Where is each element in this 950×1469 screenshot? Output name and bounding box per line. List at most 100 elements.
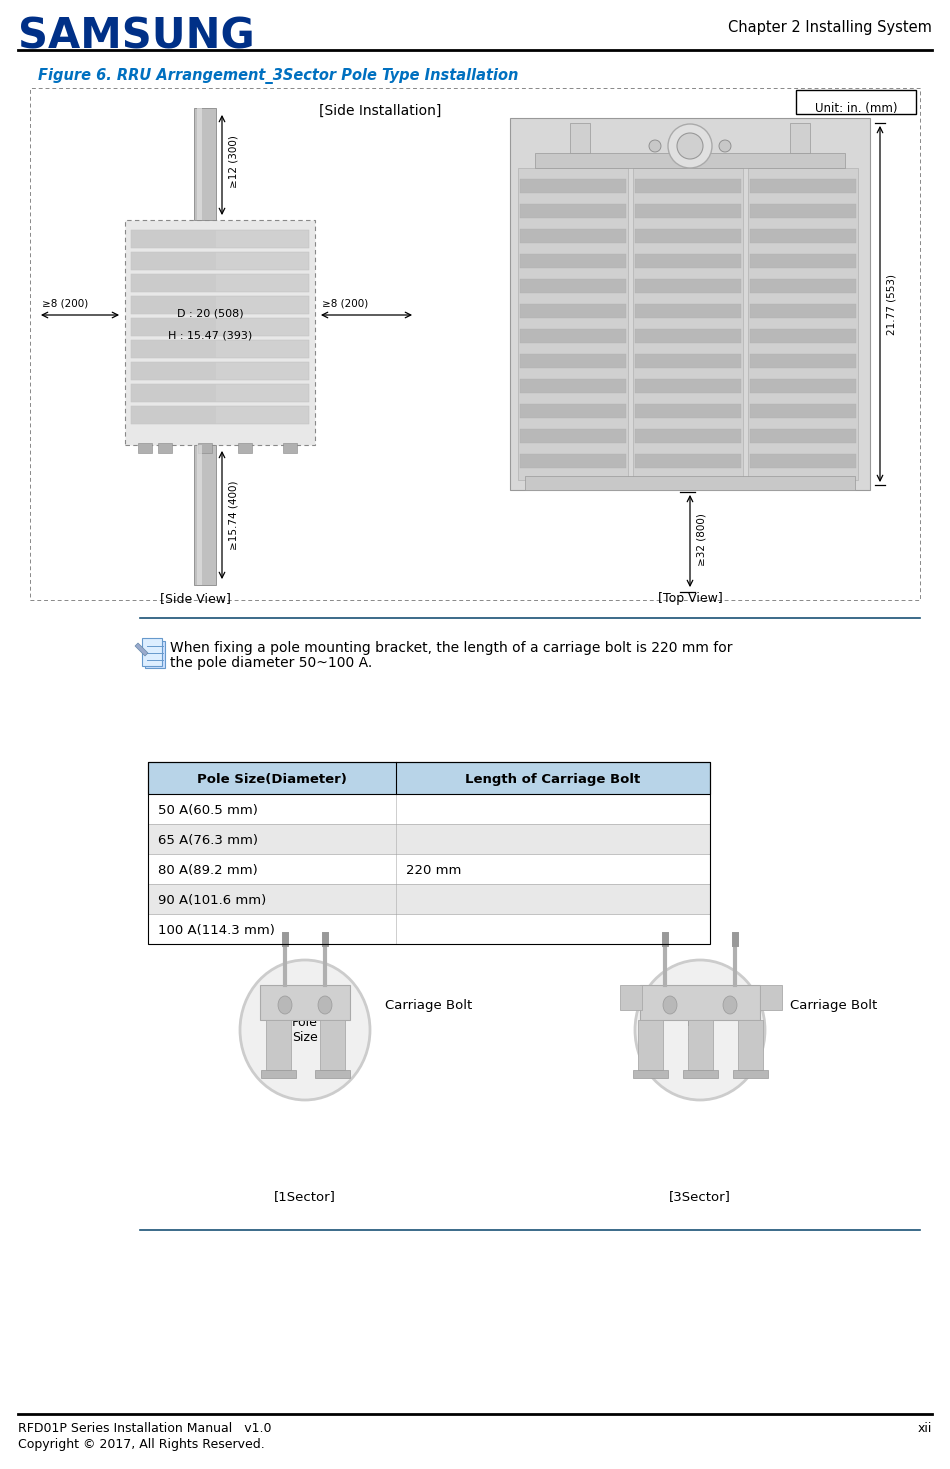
Bar — [131, 253, 309, 270]
Bar — [635, 204, 741, 217]
Ellipse shape — [278, 996, 292, 1014]
Bar — [131, 317, 309, 336]
Text: Unit: in. (mm): Unit: in. (mm) — [815, 101, 897, 115]
Bar — [148, 824, 710, 853]
Bar — [197, 445, 202, 585]
Bar — [520, 254, 626, 267]
Bar — [750, 454, 856, 469]
Bar — [796, 90, 916, 115]
Bar — [750, 429, 856, 444]
Bar — [635, 329, 741, 342]
Bar — [790, 123, 810, 153]
Text: Figure 6. RRU Arrangement_3Sector Pole Type Installation: Figure 6. RRU Arrangement_3Sector Pole T… — [38, 68, 519, 84]
Bar — [148, 884, 710, 914]
Bar — [131, 339, 309, 358]
Polygon shape — [145, 640, 165, 668]
Polygon shape — [142, 638, 162, 665]
Text: D : 20 (508): D : 20 (508) — [177, 308, 243, 317]
Text: 65 A(76.3 mm): 65 A(76.3 mm) — [158, 833, 258, 846]
Text: Length of Carriage Bolt: Length of Carriage Bolt — [466, 773, 640, 786]
Bar — [131, 295, 216, 314]
Text: Pole Size(Diameter): Pole Size(Diameter) — [197, 773, 347, 786]
Bar — [148, 762, 710, 795]
Bar — [131, 295, 309, 314]
Text: ≥15.74 (400): ≥15.74 (400) — [228, 480, 238, 549]
Bar — [520, 354, 626, 369]
Bar — [125, 220, 315, 445]
Bar — [30, 88, 920, 599]
Bar — [131, 405, 216, 425]
Bar — [635, 379, 741, 394]
Text: ≥8 (200): ≥8 (200) — [322, 298, 369, 308]
Bar — [570, 123, 590, 153]
Text: [1Sector]: [1Sector] — [274, 1190, 336, 1203]
Text: [Side View]: [Side View] — [160, 592, 231, 605]
Text: Carriage Bolt: Carriage Bolt — [385, 999, 472, 1012]
Text: 21.77 (553): 21.77 (553) — [886, 273, 896, 335]
Bar — [635, 304, 741, 317]
Bar — [260, 986, 350, 1019]
Circle shape — [719, 140, 731, 151]
Bar — [638, 1019, 663, 1069]
Bar — [750, 329, 856, 342]
Bar — [131, 405, 309, 425]
Text: SAMSUNG: SAMSUNG — [18, 15, 255, 57]
Bar — [520, 329, 626, 342]
Bar — [683, 1069, 718, 1078]
Text: Chapter 2 Installing System: Chapter 2 Installing System — [728, 21, 932, 35]
Bar — [131, 383, 309, 403]
Text: [Top View]: [Top View] — [657, 592, 722, 605]
Polygon shape — [135, 643, 148, 657]
Bar — [131, 383, 216, 403]
Bar — [520, 229, 626, 242]
Ellipse shape — [663, 996, 677, 1014]
Bar — [760, 986, 782, 1011]
Text: 50 A(60.5 mm): 50 A(60.5 mm) — [158, 804, 257, 817]
Bar — [138, 444, 152, 452]
Bar — [261, 1069, 296, 1078]
Bar — [640, 986, 760, 1019]
Bar — [320, 1019, 345, 1069]
Text: the pole diameter 50~100 A.: the pole diameter 50~100 A. — [170, 657, 372, 670]
Bar — [520, 404, 626, 419]
Bar — [750, 404, 856, 419]
Bar — [688, 1019, 713, 1069]
Ellipse shape — [635, 961, 765, 1100]
Bar — [131, 317, 216, 336]
Bar — [148, 853, 710, 884]
Bar — [148, 914, 710, 945]
Text: 220 mm: 220 mm — [406, 864, 462, 877]
Text: Carriage Bolt: Carriage Bolt — [790, 999, 877, 1012]
Bar — [194, 109, 216, 220]
Bar — [315, 1069, 350, 1078]
Bar — [750, 179, 856, 192]
Text: [Side Installation]: [Side Installation] — [319, 104, 441, 118]
Ellipse shape — [318, 996, 332, 1014]
Text: When fixing a pole mounting bracket, the length of a carriage bolt is 220 mm for: When fixing a pole mounting bracket, the… — [170, 640, 732, 655]
Circle shape — [649, 140, 661, 151]
Bar — [520, 429, 626, 444]
Bar — [518, 167, 628, 480]
Bar — [750, 379, 856, 394]
Bar — [733, 1069, 768, 1078]
Bar — [635, 229, 741, 242]
Ellipse shape — [240, 961, 370, 1100]
Bar — [635, 404, 741, 419]
Bar — [635, 254, 741, 267]
Bar — [148, 795, 710, 824]
Bar — [750, 279, 856, 292]
Text: H : 15.47 (393): H : 15.47 (393) — [168, 331, 252, 339]
Bar — [750, 304, 856, 317]
Bar — [520, 179, 626, 192]
Bar — [131, 361, 309, 380]
Bar — [750, 254, 856, 267]
Circle shape — [668, 123, 712, 167]
Ellipse shape — [723, 996, 737, 1014]
Text: 80 A(89.2 mm): 80 A(89.2 mm) — [158, 864, 257, 877]
Bar — [633, 1069, 668, 1078]
Bar — [750, 229, 856, 242]
Text: 90 A(101.6 mm): 90 A(101.6 mm) — [158, 893, 266, 906]
Bar — [635, 279, 741, 292]
Bar — [738, 1019, 763, 1069]
Bar — [635, 454, 741, 469]
